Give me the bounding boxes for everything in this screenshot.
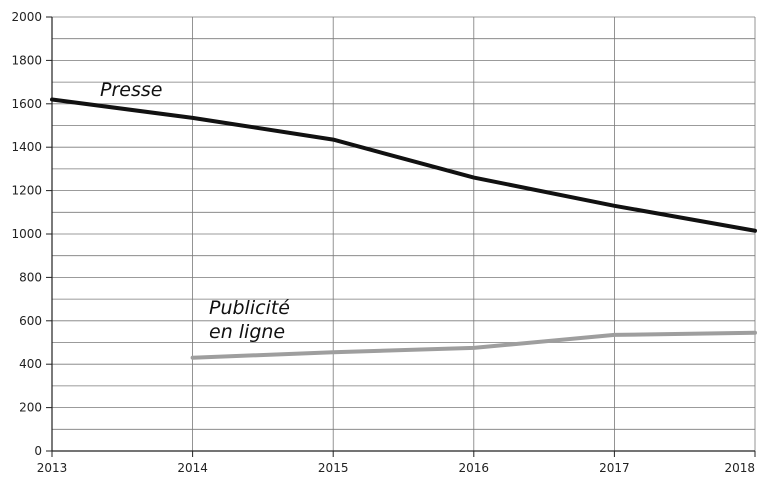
y-tick-label: 1800 (11, 53, 42, 67)
series-label: en ligne (209, 321, 285, 343)
series-label: Publicité (209, 297, 290, 319)
series-line-publicite-en-ligne (190, 330, 757, 360)
series-label: Presse (100, 79, 162, 101)
y-tick-label: 1200 (11, 184, 42, 198)
y-tick-label: 0 (34, 444, 42, 458)
y-tick-label: 800 (19, 270, 42, 284)
x-tick-label: 2017 (599, 461, 630, 475)
y-tick-label: 2000 (11, 10, 42, 24)
y-tick-label: 200 (19, 401, 42, 415)
x-tick-label: 2016 (459, 461, 490, 475)
x-tick-label: 2018 (724, 461, 755, 475)
y-tick-label: 1400 (11, 140, 42, 154)
y-tick-label: 1000 (11, 227, 42, 241)
x-tick-label: 2013 (37, 461, 68, 475)
x-tick-label: 2015 (318, 461, 349, 475)
y-tick-label: 1600 (11, 97, 42, 111)
x-tick-label: 2014 (177, 461, 208, 475)
y-tick-label: 400 (19, 357, 42, 371)
series-line-presse (50, 97, 757, 233)
y-tick-label: 600 (19, 314, 42, 328)
